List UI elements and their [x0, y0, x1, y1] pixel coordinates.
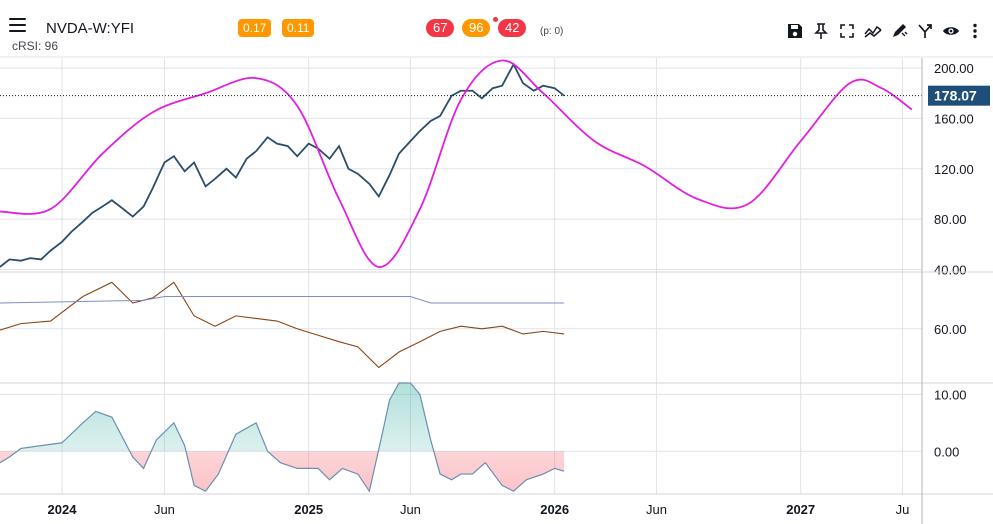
price-series-line-1	[0, 59, 913, 268]
badge-center-2: 96	[462, 19, 491, 37]
oscillator-line	[0, 382, 565, 493]
save-icon[interactable]	[786, 22, 804, 40]
x-tick-label-6: 2027	[786, 502, 815, 517]
ticker-symbol[interactable]: NVDA-W:YFI	[46, 20, 135, 37]
x-tick-label-0: 2024	[48, 502, 78, 517]
price-y-tick-label-1: 160.00	[934, 111, 974, 126]
x-tick-label-7: Ju	[896, 502, 910, 517]
indicator-label: cRSI: 96	[12, 39, 59, 53]
badge-left-1: 0.17	[238, 19, 272, 37]
oscillator-y-tick-label-1: 0.00	[934, 444, 959, 459]
crsi-series-line-0	[0, 281, 565, 369]
x-tick-label-5: Jun	[646, 502, 667, 517]
menu-icon[interactable]	[9, 18, 26, 32]
price-y-tick-label-4: 40.00	[934, 262, 967, 277]
badge-center-1: 67	[426, 19, 455, 37]
x-tick-label-4: 2026	[540, 502, 569, 517]
x-tick-label-2: 2025	[294, 502, 323, 517]
x-tick-label-1: Jun	[154, 502, 175, 517]
oscillator-positive-area	[17, 383, 434, 452]
last-price-label: 178.07	[934, 88, 977, 104]
fullscreen-icon[interactable]	[838, 22, 856, 40]
last-price-box	[928, 85, 990, 106]
trend-icon[interactable]	[864, 22, 882, 40]
more-vertical-icon[interactable]	[966, 22, 984, 40]
eye-icon[interactable]	[942, 22, 960, 40]
price-y-tick-label-0: 200.00	[934, 61, 974, 76]
price-series-line-0	[0, 62, 565, 268]
crsi-series-line-1	[0, 296, 565, 304]
badge-left-2: 0.11	[282, 19, 315, 37]
pin-icon[interactable]	[812, 22, 830, 40]
chart-header: NVDA-W:YFI cRSI: 96 0.17 0.11 67 96 42 (…	[0, 0, 993, 56]
crsi-y-tick-label-0: 60.00	[934, 322, 967, 337]
compare-icon[interactable]	[916, 22, 934, 40]
badge-center-3: 42	[498, 19, 527, 37]
price-y-tick-label-2: 120.00	[934, 162, 974, 177]
pivot-count: (p: 0)	[540, 26, 564, 37]
oscillator-y-tick-label-0: 10.00	[934, 387, 967, 402]
draw-icon[interactable]	[890, 22, 908, 40]
alert-dot	[493, 17, 498, 22]
oscillator-negative-area	[0, 451, 565, 492]
price-y-tick-label-3: 80.00	[934, 212, 967, 227]
x-tick-label-3: Jun	[400, 502, 421, 517]
